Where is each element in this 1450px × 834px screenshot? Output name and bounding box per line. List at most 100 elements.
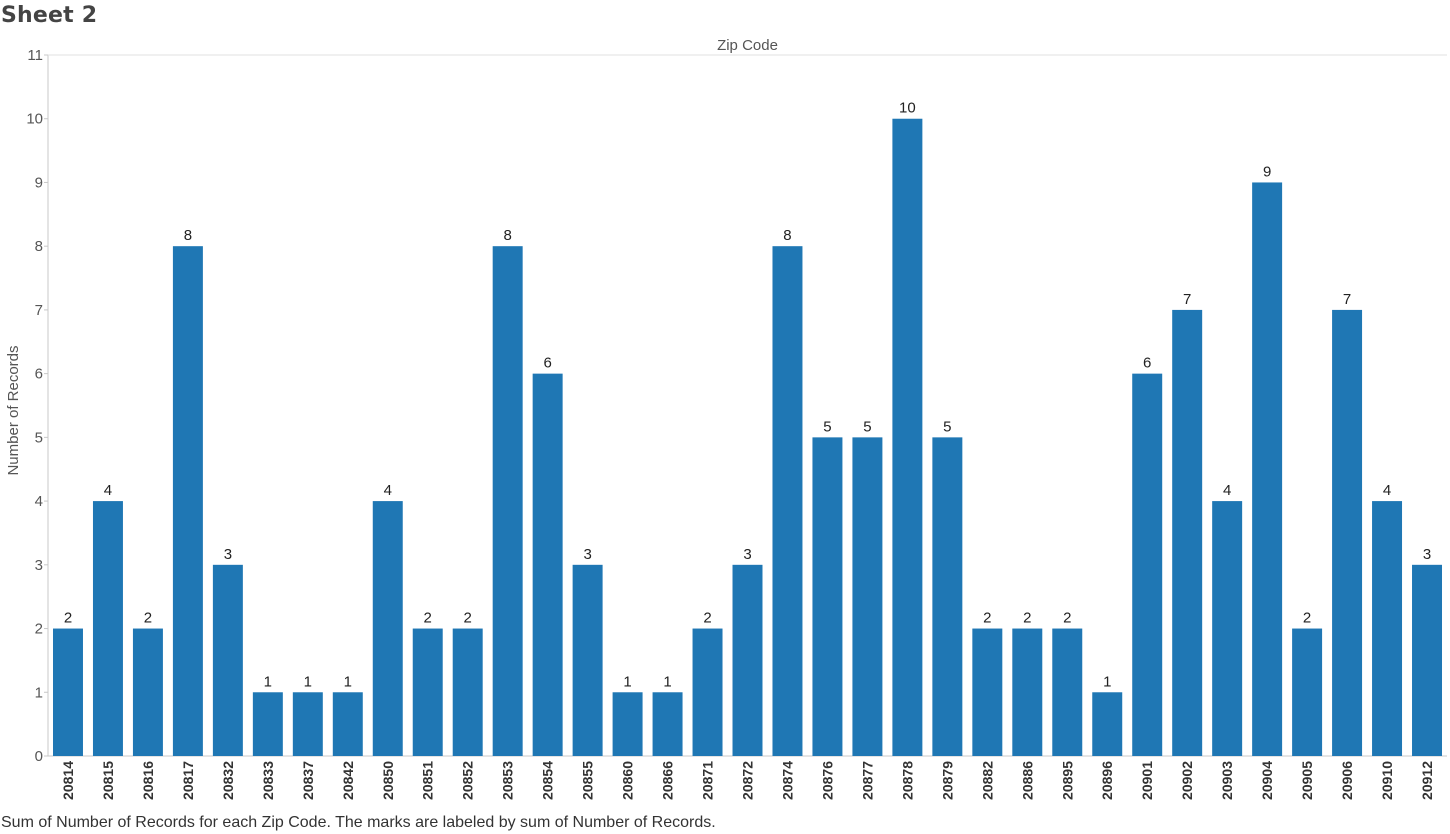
bar-20877[interactable] — [852, 437, 883, 756]
x-axis-title: Zip Code — [717, 37, 778, 54]
x-tick-label-20903: 20903 — [1219, 761, 1235, 800]
bar-20815[interactable] — [92, 501, 123, 756]
x-tick-label-20860: 20860 — [620, 761, 636, 800]
data-label-20815: 4 — [104, 482, 112, 499]
bar-20842[interactable] — [332, 692, 363, 756]
bar-20886[interactable] — [1012, 628, 1043, 756]
bar-20832[interactable] — [212, 564, 243, 756]
data-label-20866: 1 — [663, 673, 671, 690]
bar-20874[interactable] — [772, 246, 803, 756]
chart-caption: Sum of Number of Records for each Zip Co… — [1, 814, 716, 831]
x-tick-label-20878: 20878 — [899, 761, 915, 800]
x-tick-label-20871: 20871 — [700, 761, 716, 800]
data-label-20842: 1 — [344, 673, 352, 690]
bar-20902[interactable] — [1172, 309, 1203, 756]
x-tick-label-20906: 20906 — [1339, 761, 1355, 800]
data-label-20832: 3 — [224, 546, 232, 563]
x-tick-label-20904: 20904 — [1259, 761, 1275, 800]
bar-20882[interactable] — [972, 628, 1003, 756]
data-label-20896: 1 — [1103, 673, 1111, 690]
x-tick-label-20851: 20851 — [420, 761, 436, 800]
y-tick-label: 6 — [35, 366, 43, 383]
x-tick-label-20896: 20896 — [1099, 761, 1115, 800]
y-tick-label: 9 — [35, 174, 43, 191]
data-label-20853: 8 — [503, 227, 511, 244]
bar-20816[interactable] — [132, 628, 163, 756]
data-label-20904: 9 — [1263, 163, 1271, 180]
bar-20852[interactable] — [452, 628, 483, 756]
data-label-20906: 7 — [1343, 291, 1351, 308]
bar-20905[interactable] — [1292, 628, 1323, 756]
x-tick-label-20866: 20866 — [660, 761, 676, 800]
x-tick-label-20854: 20854 — [540, 761, 556, 800]
bar-20896[interactable] — [1092, 692, 1123, 756]
data-label-20833: 1 — [264, 673, 272, 690]
bar-20850[interactable] — [372, 501, 403, 756]
x-tick-label-20901: 20901 — [1139, 761, 1155, 800]
sheet-title: Sheet 2 — [1, 3, 98, 28]
y-tick-label: 4 — [35, 493, 43, 510]
bar-20879[interactable] — [932, 437, 963, 756]
data-label-20901: 6 — [1143, 355, 1151, 372]
bar-20853[interactable] — [492, 246, 523, 756]
data-label-20910: 4 — [1383, 482, 1391, 499]
data-label-20860: 1 — [623, 673, 631, 690]
data-label-20886: 2 — [1023, 610, 1031, 627]
bar-20814[interactable] — [52, 628, 83, 756]
data-label-20816: 2 — [144, 610, 152, 627]
data-label-20837: 1 — [304, 673, 312, 690]
data-label-20872: 3 — [743, 546, 751, 563]
y-axis-title: Number of Records — [5, 345, 22, 475]
bar-20876[interactable] — [812, 437, 843, 756]
data-label-20871: 2 — [703, 610, 711, 627]
bar-20851[interactable] — [412, 628, 443, 756]
x-tick-label-20816: 20816 — [140, 761, 156, 800]
data-label-20878: 10 — [899, 100, 916, 117]
data-label-20895: 2 — [1063, 610, 1071, 627]
x-tick-label-20832: 20832 — [220, 761, 236, 800]
bar-20837[interactable] — [292, 692, 323, 756]
bar-20895[interactable] — [1052, 628, 1083, 756]
y-tick-label: 0 — [35, 748, 43, 765]
y-tick-label: 8 — [35, 238, 43, 255]
bar-20854[interactable] — [532, 373, 563, 756]
x-tick-label-20817: 20817 — [180, 761, 196, 800]
data-label-20912: 3 — [1423, 546, 1431, 563]
data-label-20852: 2 — [464, 610, 472, 627]
x-tick-label-20855: 20855 — [580, 761, 596, 800]
bar-20912[interactable] — [1412, 564, 1443, 756]
y-tick-label: 11 — [27, 47, 43, 64]
bar-20871[interactable] — [692, 628, 723, 756]
x-tick-label-20853: 20853 — [500, 761, 516, 800]
data-label-20854: 6 — [543, 355, 551, 372]
data-label-20905: 2 — [1303, 610, 1311, 627]
y-tick-label: 3 — [35, 557, 43, 574]
bar-20904[interactable] — [1252, 182, 1283, 757]
bar-series — [52, 118, 1443, 757]
x-axis-ticks: 20814 20815 20816 20817 20832 20833 20837 20842… — [60, 761, 1435, 800]
y-axis-ticks: 0 1 2 3 4 5 6 7 8 9 10 11 — [26, 47, 48, 765]
x-tick-label-20912: 20912 — [1419, 761, 1435, 800]
x-tick-label-20902: 20902 — [1179, 761, 1195, 800]
bar-20872[interactable] — [732, 564, 763, 756]
y-tick-label: 10 — [26, 111, 43, 128]
bar-20866[interactable] — [652, 692, 683, 756]
bar-20901[interactable] — [1132, 373, 1163, 756]
x-tick-label-20905: 20905 — [1299, 761, 1315, 800]
x-tick-label-20895: 20895 — [1059, 761, 1075, 800]
x-tick-label-20833: 20833 — [260, 761, 276, 800]
bar-20878[interactable] — [892, 118, 923, 756]
x-tick-label-20815: 20815 — [100, 761, 116, 800]
bar-20903[interactable] — [1212, 501, 1243, 756]
y-tick-label: 1 — [35, 684, 43, 701]
bar-20906[interactable] — [1332, 309, 1363, 756]
y-tick-label: 5 — [35, 429, 43, 446]
data-label-20879: 5 — [943, 418, 951, 435]
bar-20833[interactable] — [252, 692, 283, 756]
x-tick-label-20874: 20874 — [779, 761, 795, 800]
bar-20910[interactable] — [1372, 501, 1403, 756]
bar-20860[interactable] — [612, 692, 643, 756]
bar-20817[interactable] — [172, 246, 203, 756]
bar-20855[interactable] — [572, 564, 603, 756]
